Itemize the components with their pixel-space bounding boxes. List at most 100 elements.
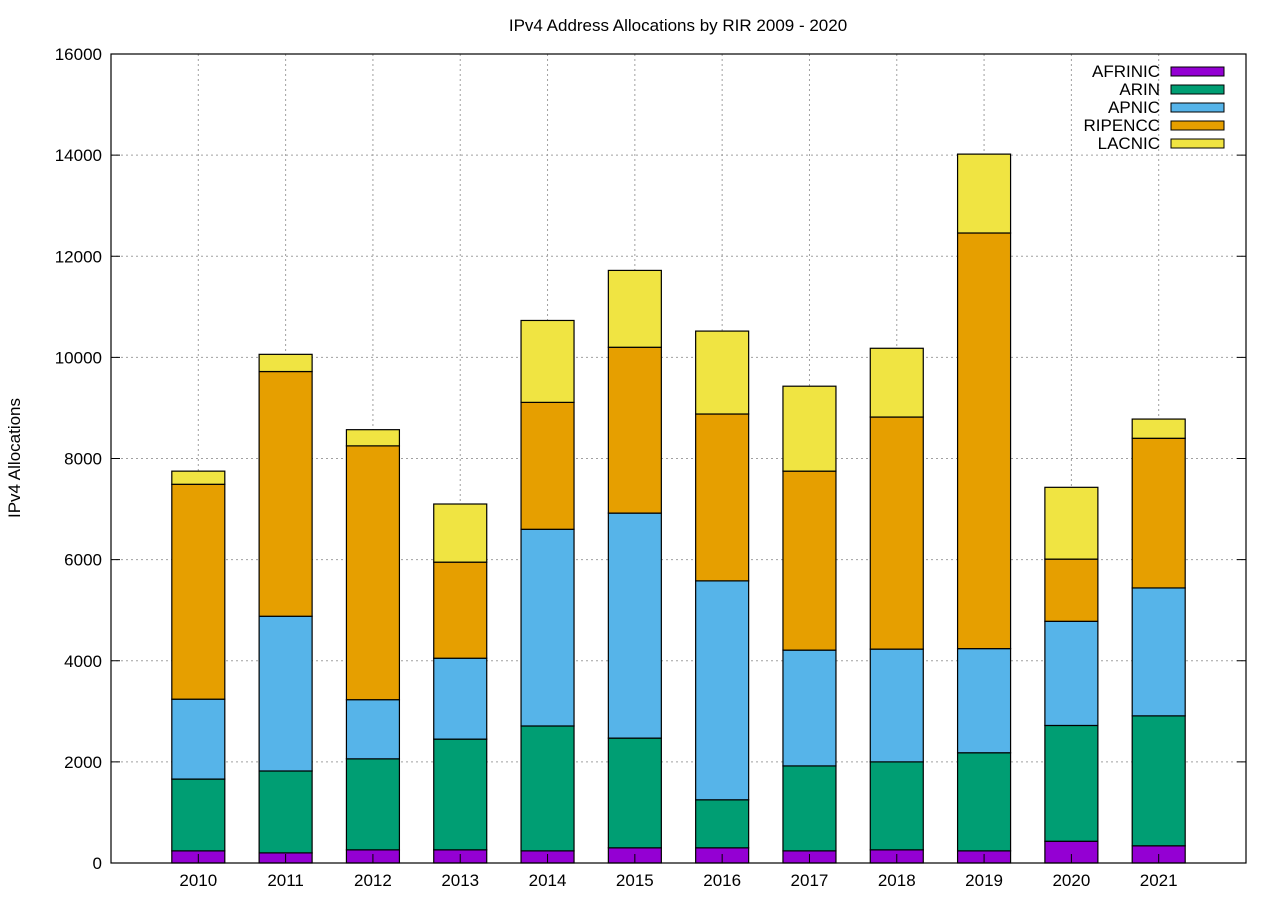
bar-segment-lacnic-2021 (1131, 418, 1186, 439)
bar-segment-ripencc-2019 (956, 232, 1012, 650)
bar-segment-ripencc-2015 (607, 346, 662, 514)
bar-segment-apnic-2017 (782, 649, 837, 767)
x-tick-label: 2010 (179, 871, 217, 890)
bar-segment-apnic-2011 (258, 615, 313, 772)
y-axis-label: IPv4 Allocations (5, 398, 24, 518)
bar-stack-2011 (258, 353, 313, 864)
bar-segment-arin-2017 (782, 765, 837, 852)
ticks-layer: 0 2000 4000 6000 8000 10000 12000 14000 16000 201… (55, 45, 1246, 890)
x-tick-label: 2014 (529, 871, 567, 890)
bar-segment-lacnic-2020 (1044, 486, 1099, 560)
legend-swatch (1170, 84, 1225, 95)
legend-swatch (1170, 138, 1225, 149)
bar-segment-lacnic-2014 (520, 319, 575, 403)
bar-stack-2015 (607, 269, 662, 864)
legend-swatch (1170, 66, 1225, 77)
bar-segment-apnic-2010 (171, 698, 226, 780)
legend-label: APNIC (1108, 98, 1160, 117)
bar-segment-apnic-2014 (520, 528, 575, 727)
bar-segment-lacnic-2015 (607, 269, 662, 348)
y-tick-label: 14000 (55, 146, 102, 165)
y-tick-label: 16000 (55, 45, 102, 64)
bar-segment-apnic-2013 (433, 657, 488, 740)
bar-segment-lacnic-2017 (782, 385, 837, 472)
bar-segment-ripencc-2012 (345, 445, 401, 701)
bar-stack-2021 (1131, 418, 1186, 864)
y-tick-label: 6000 (64, 551, 102, 570)
y-tick-label: 10000 (55, 348, 102, 367)
legend-label: RIPENCC (1083, 116, 1160, 135)
bar-segment-apnic-2015 (607, 512, 662, 739)
legend-label: ARIN (1119, 80, 1160, 99)
x-tick-label: 2011 (267, 871, 304, 890)
x-tick-label: 2021 (1140, 871, 1178, 890)
bar-segment-apnic-2020 (1044, 620, 1099, 727)
bar-segment-lacnic-2018 (869, 347, 924, 418)
x-tick-label: 2020 (1052, 871, 1090, 890)
bar-segment-arin-2013 (433, 738, 488, 851)
legend-label: AFRINIC (1092, 62, 1160, 81)
y-tick-label: 8000 (64, 450, 102, 469)
bar-segment-arin-2014 (520, 725, 575, 852)
bar-stack-2018 (869, 347, 924, 864)
bar-segment-ripencc-2016 (695, 413, 750, 582)
bar-stack-2013 (433, 503, 488, 864)
legend-item-ripencc: RIPENCC (1083, 116, 1225, 135)
bar-stack-2014 (520, 319, 575, 864)
legend-item-lacnic: LACNIC (1098, 134, 1225, 153)
bar-segment-apnic-2021 (1131, 587, 1186, 717)
bar-segment-ripencc-2010 (171, 483, 226, 700)
legend-item-apnic: APNIC (1108, 98, 1225, 117)
x-tick-label: 2013 (441, 871, 479, 890)
legend-swatch (1170, 120, 1225, 131)
chart-title: IPv4 Address Allocations by RIR 2009 - 2… (509, 16, 847, 35)
bar-stack-2020 (1044, 486, 1099, 864)
bar-segment-ripencc-2018 (869, 416, 924, 650)
bar-segment-arin-2021 (1131, 715, 1186, 847)
bar-stack-2012 (345, 429, 401, 864)
x-tick-label: 2015 (616, 871, 654, 890)
bar-segment-arin-2016 (695, 799, 750, 849)
x-tick-label: 2012 (354, 871, 392, 890)
bar-segment-lacnic-2012 (345, 429, 401, 447)
legend-label: LACNIC (1098, 134, 1160, 153)
legend-item-afrinic: AFRINIC (1092, 62, 1225, 81)
bar-segment-ripencc-2014 (520, 401, 575, 530)
bar-segment-lacnic-2013 (433, 503, 488, 563)
bar-stack-2010 (171, 470, 226, 864)
bar-segment-arin-2020 (1044, 724, 1099, 842)
bar-stack-2016 (695, 330, 750, 864)
bar-segment-lacnic-2011 (258, 353, 313, 373)
y-tick-label: 2000 (64, 753, 102, 772)
y-tick-label: 4000 (64, 652, 102, 671)
x-tick-label: 2017 (791, 871, 829, 890)
bar-segment-arin-2011 (258, 770, 313, 854)
bar-stack-2017 (782, 385, 837, 864)
bar-segment-ripencc-2021 (1131, 437, 1186, 589)
x-tick-label: 2018 (878, 871, 916, 890)
bar-segment-apnic-2018 (869, 648, 924, 763)
x-tick-label: 2016 (703, 871, 741, 890)
bar-segment-lacnic-2019 (956, 153, 1012, 234)
bar-segment-ripencc-2013 (433, 561, 488, 659)
bar-segment-ripencc-2017 (782, 470, 837, 651)
y-tick-label: 0 (93, 854, 102, 873)
bar-segment-ripencc-2020 (1044, 558, 1099, 622)
bar-stack-2019 (956, 153, 1012, 864)
y-tick-label: 12000 (55, 247, 102, 266)
bar-segment-lacnic-2016 (695, 330, 750, 415)
bar-segment-apnic-2016 (695, 580, 750, 801)
legend-item-arin: ARIN (1119, 80, 1225, 99)
legend-swatch (1170, 102, 1225, 113)
bar-segment-apnic-2019 (956, 648, 1012, 754)
bar-segment-arin-2010 (171, 778, 226, 852)
bar-segment-arin-2015 (607, 737, 662, 849)
bar-segment-apnic-2012 (345, 699, 401, 760)
bar-segment-arin-2019 (956, 752, 1012, 852)
bars-layer (171, 153, 1186, 864)
bar-segment-arin-2012 (345, 758, 401, 851)
x-tick-label: 2019 (965, 871, 1003, 890)
bar-segment-arin-2018 (869, 761, 924, 851)
